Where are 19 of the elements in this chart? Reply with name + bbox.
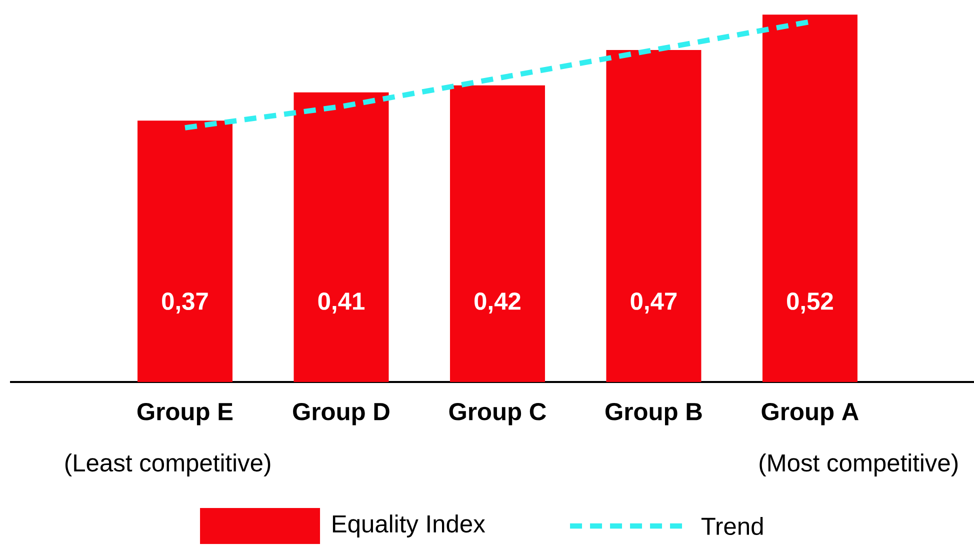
bar — [762, 14, 858, 382]
legend-label: Equality Index — [332, 514, 486, 538]
data-label: 0,41 — [318, 292, 365, 314]
x-tick-label: Group C — [449, 402, 546, 426]
bar — [138, 120, 232, 382]
bar — [294, 92, 389, 382]
bar — [606, 50, 702, 382]
data-label: 0,52 — [787, 292, 833, 314]
x-tick-label: Group D — [293, 402, 390, 426]
text: (Most competitive) — [760, 454, 958, 476]
bar — [450, 85, 545, 382]
data-label: 0,42 — [474, 292, 520, 314]
legend-label: Trend — [701, 516, 763, 536]
x-tick-label: Group A — [762, 402, 858, 426]
x-tick-label: Group E — [137, 402, 233, 426]
data-label: 0,47 — [630, 292, 677, 314]
text: (Least competitive) — [65, 454, 270, 476]
x-tick-label: Group B — [606, 402, 702, 426]
data-label: 0,37 — [162, 292, 208, 314]
